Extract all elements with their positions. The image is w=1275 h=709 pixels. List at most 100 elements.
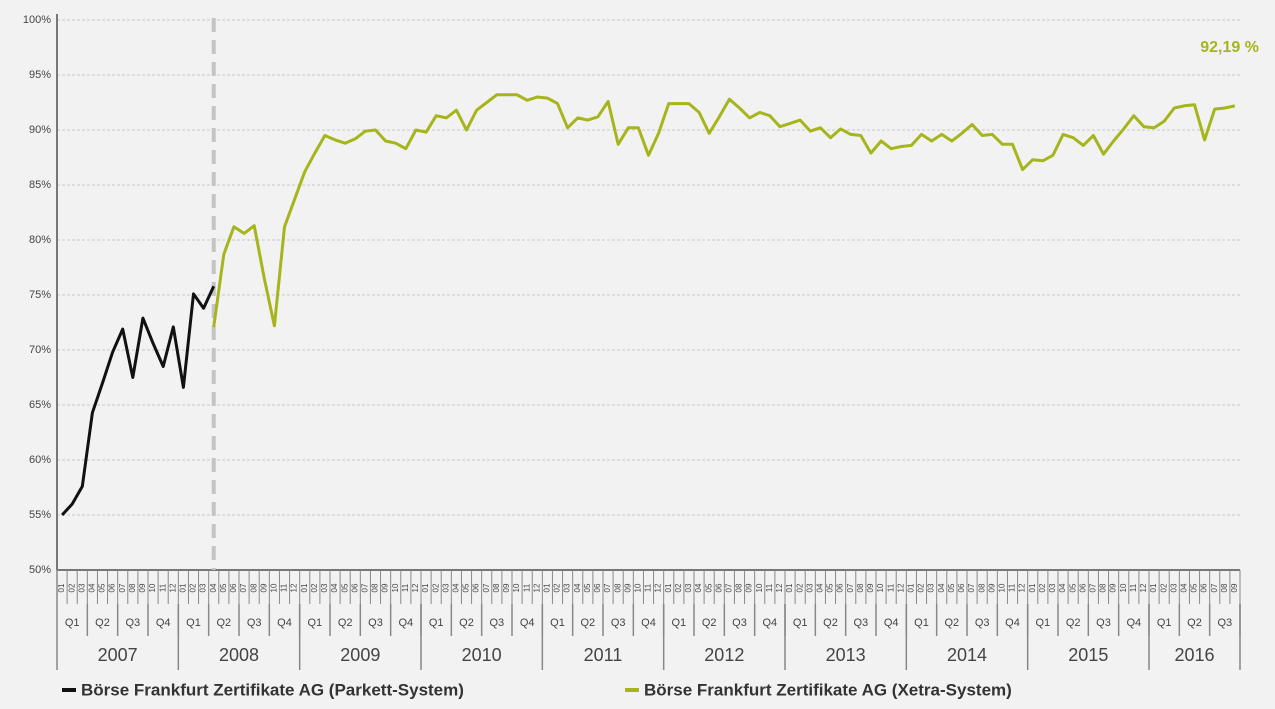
month-label: 10 [269,583,278,592]
month-label: 12 [896,583,905,592]
month-label: 09 [381,583,390,592]
month-label: 02 [431,583,440,592]
month-label: 09 [138,583,147,592]
month-label: 10 [148,583,157,592]
month-label: 11 [401,583,410,592]
month-label: 06 [593,583,602,592]
year-label: 2007 [98,645,138,665]
month-label: 01 [785,583,794,592]
legend-label: Börse Frankfurt Zertifikate AG (Xetra-Sy… [644,680,1012,699]
month-label: 12 [1139,583,1148,592]
month-label: 10 [755,583,764,592]
month-label: 10 [1119,583,1128,592]
month-label: 01 [300,583,309,592]
month-label: 03 [563,583,572,592]
quarter-label: Q4 [1126,617,1141,629]
y-tick-label: 85% [29,179,51,191]
y-tick-label: 95% [29,69,51,81]
month-label: 04 [1179,583,1188,592]
month-label: 11 [1008,583,1017,592]
quarter-label: Q2 [1187,617,1202,629]
quarter-label: Q3 [975,617,990,629]
quarter-label: Q3 [1096,617,1111,629]
month-label: 07 [724,583,733,592]
month-label: 04 [937,583,946,592]
quarter-label: Q1 [186,617,201,629]
month-label: 06 [229,583,238,592]
month-label: 02 [795,583,804,592]
month-label: 06 [957,583,966,592]
month-label: 08 [613,583,622,592]
month-label: 05 [704,583,713,592]
quarter-label: Q3 [368,617,383,629]
year-label: 2012 [704,645,744,665]
month-label: 07 [603,583,612,592]
quarter-label: Q1 [65,617,80,629]
month-label: 10 [633,583,642,592]
month-label: 11 [158,583,167,592]
quarter-label: Q1 [671,617,686,629]
month-label: 01 [1149,583,1158,592]
month-label: 07 [118,583,127,592]
y-tick-label: 90% [29,124,51,136]
month-label: 12 [654,583,663,592]
quarter-label: Q4 [1005,617,1020,629]
month-label: 11 [1129,583,1138,592]
month-label: 12 [1018,583,1027,592]
y-tick-label: 65% [29,399,51,411]
month-label: 03 [805,583,814,592]
month-label: 08 [1099,583,1108,592]
month-label: 04 [330,583,339,592]
legend-swatch [62,688,76,692]
month-label: 08 [249,583,258,592]
year-label: 2010 [462,645,502,665]
month-label: 08 [856,583,865,592]
month-label: 06 [350,583,359,592]
quarter-label: Q2 [95,617,110,629]
quarter-label: Q1 [550,617,565,629]
quarter-label: Q2 [338,617,353,629]
month-label: 03 [441,583,450,592]
quarter-label: Q1 [307,617,322,629]
quarter-label: Q4 [520,617,535,629]
value-label: 92,19 % [1200,39,1259,56]
month-label: 06 [1200,583,1209,592]
quarter-label: Q3 [489,617,504,629]
quarter-label: Q4 [398,617,413,629]
month-label: 12 [775,583,784,592]
month-label: 08 [128,583,137,592]
month-label: 03 [77,583,86,592]
month-label: 06 [1078,583,1087,592]
quarter-label: Q1 [429,617,444,629]
month-label: 05 [98,583,107,592]
month-label: 03 [199,583,208,592]
month-label: 07 [1210,583,1219,592]
month-label: 12 [532,583,541,592]
month-label: 01 [57,583,66,592]
year-label: 2016 [1174,645,1214,665]
month-label: 01 [1028,583,1037,592]
month-label: 07 [239,583,248,592]
month-label: 05 [583,583,592,592]
month-label: 02 [310,583,319,592]
month-label: 04 [573,583,582,592]
month-label: 12 [411,583,420,592]
month-label: 08 [492,583,501,592]
month-label: 09 [745,583,754,592]
month-label: 07 [1088,583,1097,592]
y-tick-label: 80% [29,234,51,246]
quarter-label: Q3 [125,617,140,629]
month-label: 06 [472,583,481,592]
quarter-label: Q3 [247,617,262,629]
month-label: 10 [997,583,1006,592]
y-tick-label: 50% [29,564,51,576]
month-label: 05 [1068,583,1077,592]
month-label: 03 [1169,583,1178,592]
quarter-label: Q1 [793,617,808,629]
month-label: 02 [67,583,76,592]
y-tick-label: 55% [29,509,51,521]
month-label: 04 [694,583,703,592]
month-label: 06 [108,583,117,592]
quarter-label: Q4 [762,617,777,629]
quarter-label: Q3 [1217,617,1232,629]
